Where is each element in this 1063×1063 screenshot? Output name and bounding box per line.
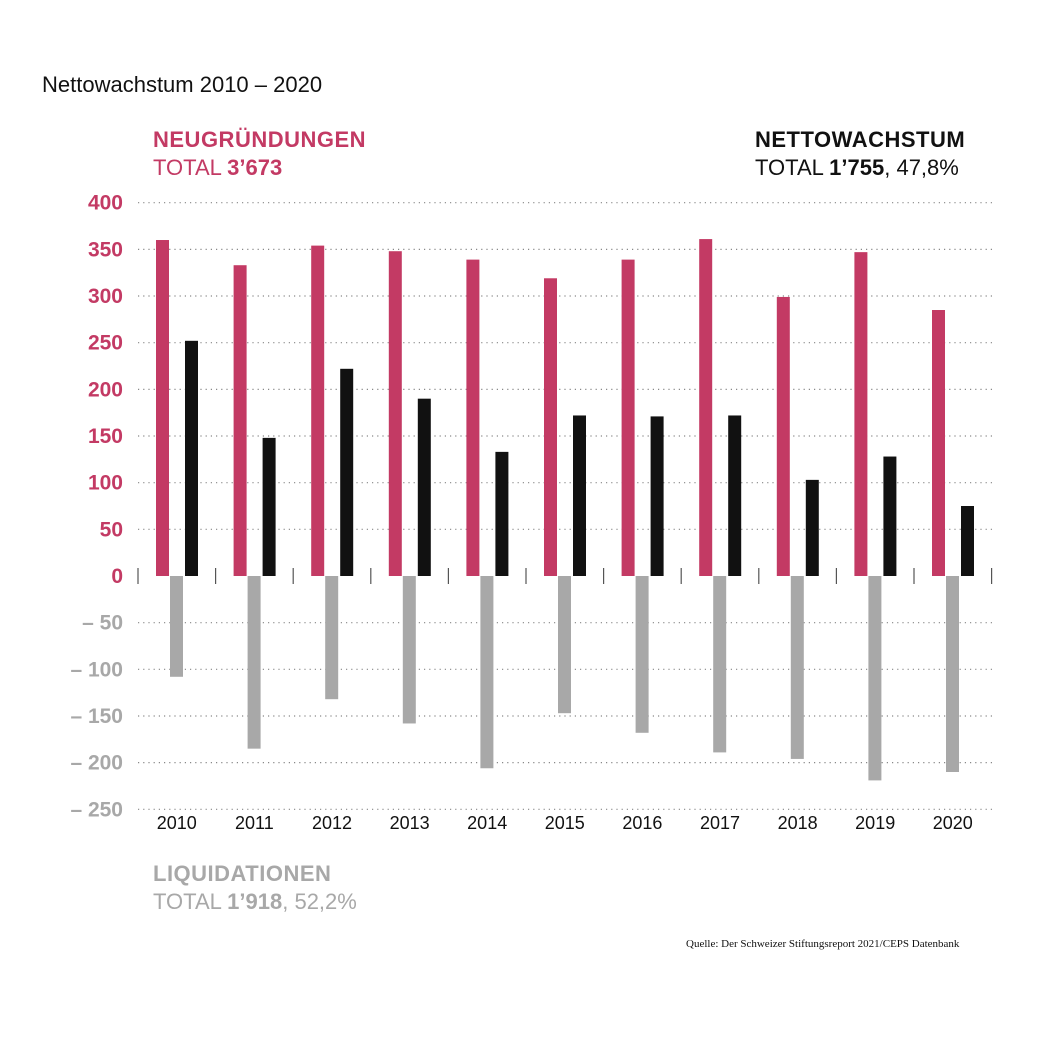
- liquidationen-label: LIQUIDATIONEN: [153, 861, 332, 886]
- bar-liquidationen: [480, 576, 494, 769]
- x-tick-label: 2020: [933, 813, 973, 833]
- bar-nettowachstum: [883, 456, 897, 576]
- nettowachstum-label: NETTOWACHSTUM: [755, 127, 966, 152]
- chart-title: Nettowachstum 2010 – 2020: [42, 72, 323, 97]
- liquidationen-total: TOTAL 1’918, 52,2%: [153, 889, 357, 914]
- y-tick-label: 350: [88, 238, 123, 261]
- bar-liquidationen: [170, 576, 183, 677]
- y-tick-label: 250: [88, 332, 123, 355]
- x-tick-label: 2015: [545, 813, 585, 833]
- bar-neugruendungen: [776, 296, 790, 576]
- bar-nettowachstum: [650, 416, 664, 576]
- bar-nettowachstum: [495, 451, 509, 576]
- neugruendungen-label: NEUGRÜNDUNGEN: [153, 127, 367, 152]
- y-tick-label: 100: [88, 472, 123, 495]
- bar-neugruendungen: [311, 245, 325, 576]
- x-tick-label: 2014: [467, 813, 507, 833]
- bar-liquidationen: [946, 576, 959, 772]
- x-tick-label: 2013: [390, 813, 430, 833]
- y-tick-label: 0: [111, 565, 123, 588]
- y-tick-label: – 150: [70, 705, 123, 728]
- x-tick-label: 2018: [778, 813, 818, 833]
- x-tick-label: 2010: [157, 813, 197, 833]
- bar-nettowachstum: [573, 415, 586, 576]
- bar-nettowachstum: [417, 398, 431, 576]
- source-note: Quelle: Der Schweizer Stiftungsreport 20…: [686, 938, 960, 950]
- y-tick-label: 50: [100, 518, 123, 541]
- bar-neugruendungen: [621, 259, 635, 576]
- bar-neugruendungen: [544, 278, 557, 576]
- nettowachstum-total: TOTAL 1’755, 47,8%: [755, 155, 959, 180]
- x-tick-label: 2011: [235, 813, 274, 833]
- bar-liquidationen: [790, 576, 804, 759]
- bar-nettowachstum: [340, 368, 354, 576]
- bar-liquidationen: [558, 576, 571, 714]
- bar-liquidationen: [868, 576, 882, 781]
- x-tick-label: 2012: [312, 813, 352, 833]
- bar-nettowachstum: [805, 479, 819, 576]
- header-neugruendungen: NEUGRÜNDUNGEN TOTAL 3’673: [153, 126, 366, 182]
- y-tick-label: 400: [88, 192, 123, 215]
- bar-neugruendungen: [932, 310, 945, 576]
- y-tick-label: 300: [88, 285, 123, 308]
- y-tick-label: – 100: [70, 658, 123, 681]
- bar-neugruendungen: [388, 251, 402, 576]
- bar-neugruendungen: [699, 239, 713, 576]
- y-tick-label: – 250: [70, 798, 123, 821]
- bar-neugruendungen: [156, 240, 169, 576]
- bar-liquidationen: [325, 576, 339, 700]
- bar-liquidationen: [402, 576, 416, 724]
- y-tick-label: – 200: [70, 752, 123, 775]
- bar-liquidationen: [247, 576, 261, 749]
- bar-nettowachstum: [728, 415, 742, 576]
- bar-neugruendungen: [466, 259, 480, 576]
- y-tick-label: 200: [88, 378, 123, 401]
- bar-nettowachstum: [185, 340, 198, 576]
- bar-liquidationen: [713, 576, 727, 753]
- x-tick-label: 2017: [700, 813, 740, 833]
- bar-nettowachstum: [262, 437, 276, 576]
- bar-neugruendungen: [233, 265, 247, 576]
- x-tick-label: 2016: [622, 813, 662, 833]
- neugruendungen-total: TOTAL 3’673: [153, 155, 283, 180]
- y-tick-label: 150: [88, 425, 123, 448]
- bar-nettowachstum: [961, 506, 974, 576]
- bar-neugruendungen: [854, 252, 868, 576]
- x-tick-label: 2019: [855, 813, 895, 833]
- bar-liquidationen: [635, 576, 649, 733]
- header-liquidationen: LIQUIDATIONEN TOTAL 1’918, 52,2%: [153, 860, 357, 916]
- header-nettowachstum: NETTOWACHSTUM TOTAL 1’755, 47,8%: [755, 126, 965, 182]
- y-tick-label: – 50: [82, 612, 123, 635]
